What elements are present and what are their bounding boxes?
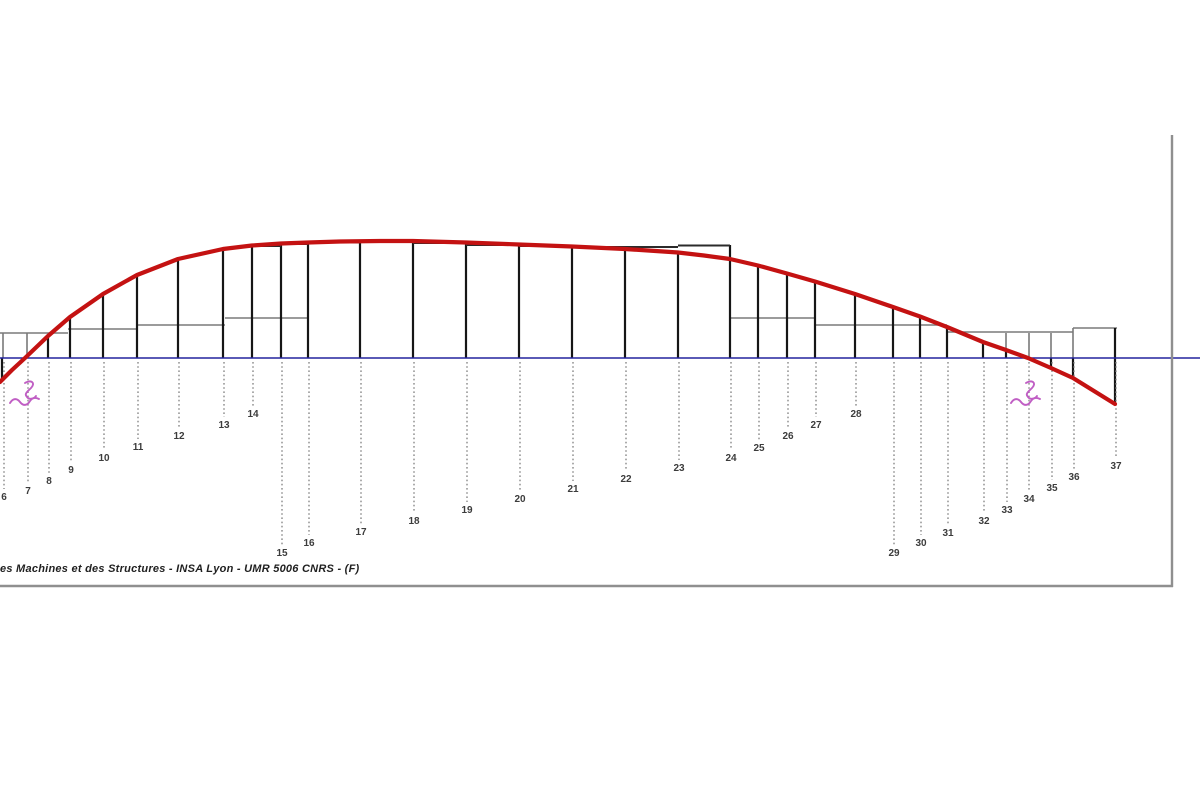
station-label: 7: [25, 486, 31, 497]
station-label: 13: [218, 420, 230, 431]
bearing-squiggle: [1025, 380, 1038, 400]
station-label: 32: [978, 516, 990, 527]
station-label: 34: [1023, 494, 1035, 505]
station-label: 37: [1110, 461, 1122, 472]
station-label: 18: [408, 516, 420, 527]
station-label: 35: [1046, 483, 1058, 494]
station-label: 17: [355, 527, 367, 538]
station-label: 24: [725, 453, 737, 464]
station-label: 36: [1068, 472, 1080, 483]
station-label: 28: [850, 409, 862, 420]
station-label: 9: [68, 465, 74, 476]
station-label: 30: [915, 538, 927, 549]
bearing-squiggle: [24, 380, 37, 400]
station-label: 16: [303, 538, 315, 549]
station-label: 29: [888, 548, 900, 559]
station-label: 12: [173, 431, 185, 442]
station-label: 20: [514, 494, 526, 505]
station-label: 26: [782, 431, 794, 442]
station-label: 8: [46, 476, 52, 487]
station-label: 31: [942, 528, 954, 539]
station-label: 10: [98, 453, 110, 464]
station-label: 33: [1001, 505, 1013, 516]
station-label: 27: [810, 420, 822, 431]
bearing-squiggle: [1010, 397, 1041, 406]
station-label: 21: [567, 484, 579, 495]
mode-shape-curve: [0, 238, 1118, 407]
station-label: 25: [753, 443, 765, 454]
station-label: 22: [620, 474, 632, 485]
bearing-icon: [9, 380, 40, 406]
station-label: 11: [133, 442, 144, 453]
bearing-squiggle: [9, 397, 40, 406]
station-label: 6: [1, 492, 7, 503]
footer-credit: es Machines et des Structures - INSA Lyo…: [0, 563, 360, 575]
station-label: 15: [276, 548, 288, 559]
station-label: 19: [461, 505, 473, 516]
station-label: 14: [247, 409, 259, 420]
station-label: 23: [673, 463, 685, 474]
bearing-icon: [1010, 380, 1041, 406]
